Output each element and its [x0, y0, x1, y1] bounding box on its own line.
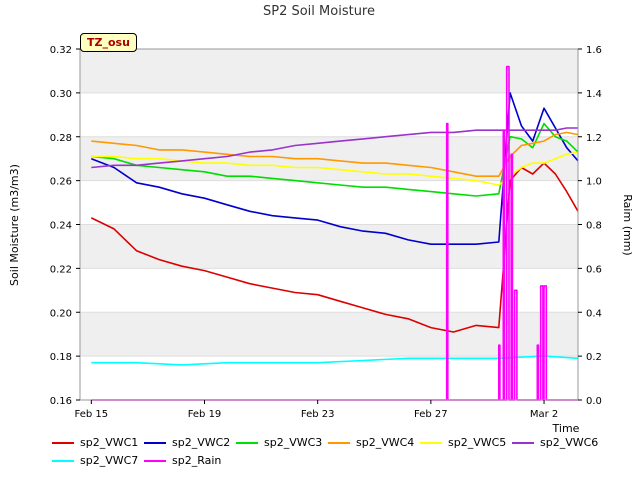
legend-swatch: [512, 441, 534, 444]
y-axis-ticks: 0.16 0.18 0.20 0.22 0.24 0.26 0.28 0.30 0.32: [50, 45, 80, 407]
y2-tick-label: 1.2: [586, 133, 602, 144]
x-tick-label: Feb 15: [75, 409, 109, 420]
legend-label: sp2_VWC6: [540, 436, 599, 449]
legend-label: sp2_Rain: [172, 454, 222, 467]
y2-tick-label: 1.6: [586, 45, 602, 56]
series-line-sp2_Rain: [91, 65, 578, 401]
legend-swatch: [328, 441, 350, 444]
legend-item: sp2_VWC3: [236, 436, 322, 449]
y2-tick-label: 0.4: [586, 308, 602, 319]
legend-item: sp2_VWC6: [512, 436, 598, 449]
legend-label: sp2_VWC4: [356, 436, 415, 449]
series-line-sp2_VWC4: [91, 131, 579, 177]
y-axis-label: Soil Moisture (m3/m3): [8, 164, 21, 286]
x-tick-label: Mar 2: [530, 409, 558, 420]
legend-swatch: [52, 459, 74, 462]
legend-item: sp2_VWC2: [144, 436, 230, 449]
series-line-sp2_VWC3: [91, 122, 579, 197]
y2-axis-label: Raim (mm): [621, 194, 634, 255]
y2-tick-label: 0.8: [586, 221, 602, 232]
site-badge: TZ_osu: [80, 33, 137, 52]
legend-label: sp2_VWC3: [264, 436, 323, 449]
x-tick-label: Feb 19: [188, 409, 222, 420]
legend-swatch: [420, 441, 442, 444]
series-lines: [90, 65, 579, 401]
y-tick-label: 0.24: [50, 221, 72, 232]
y-tick-label: 0.32: [50, 45, 72, 56]
legend-item: sp2_VWC7: [52, 454, 138, 467]
legend-label: sp2_VWC7: [80, 454, 139, 467]
y2-tick-label: 1.0: [586, 177, 602, 188]
y2-tick-label: 1.4: [586, 89, 602, 100]
legend-swatch: [236, 441, 258, 444]
legend-item: sp2_VWC1: [52, 436, 138, 449]
grid-band: [80, 312, 578, 357]
x-axis-label: Time: [552, 422, 580, 435]
y-tick-label: 0.30: [50, 89, 72, 100]
chart-title: SP2 Soil Moisture: [263, 4, 375, 19]
legend-label: sp2_VWC5: [448, 436, 507, 449]
legend-item: sp2_Rain: [144, 454, 221, 467]
x-tick-label: Feb 27: [414, 409, 448, 420]
y2-tick-label: 0.6: [586, 264, 602, 275]
y-tick-label: 0.20: [50, 308, 72, 319]
legend-swatch: [52, 441, 74, 444]
y-tick-label: 0.26: [50, 177, 72, 188]
y-tick-label: 0.16: [50, 396, 72, 407]
legend-label: sp2_VWC2: [172, 436, 231, 449]
x-axis-ticks: Feb 15 Feb 19 Feb 23 Feb 27 Mar 2: [75, 400, 558, 420]
y-tick-label: 0.28: [50, 133, 72, 144]
legend-swatch: [144, 441, 166, 444]
y-tick-label: 0.22: [50, 264, 72, 275]
y2-tick-label: 0.0: [586, 396, 602, 407]
y-tick-label: 0.18: [50, 352, 72, 363]
grid-band: [80, 49, 578, 93]
series-line-sp2_VWC1: [90, 162, 579, 333]
series-line-sp2_VWC6: [91, 127, 578, 169]
legend-label: sp2_VWC1: [80, 436, 139, 449]
legend-swatch: [144, 459, 166, 462]
y2-axis-ticks: 0.0 0.2 0.4 0.6 0.8 1.0 1.2 1.4 1.6: [578, 45, 602, 407]
legend-item: sp2_VWC5: [420, 436, 506, 449]
series-line-sp2_VWC2: [91, 92, 579, 245]
y2-tick-label: 0.2: [586, 352, 602, 363]
legend-item: sp2_VWC4: [328, 436, 414, 449]
grid-bands: [80, 49, 578, 357]
x-tick-label: Feb 23: [301, 409, 335, 420]
